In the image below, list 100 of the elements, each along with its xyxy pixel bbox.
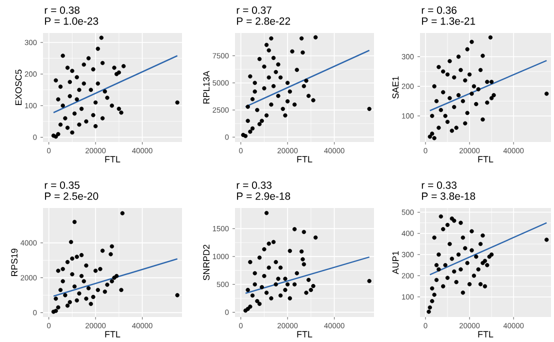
point	[264, 113, 269, 118]
point	[430, 299, 434, 304]
point	[292, 102, 297, 107]
point	[276, 94, 280, 98]
point	[74, 254, 79, 259]
point	[70, 68, 74, 74]
point	[77, 88, 82, 92]
point	[86, 286, 91, 290]
point	[467, 282, 472, 286]
y-axis-title: SAE1	[392, 76, 399, 99]
point	[448, 242, 452, 246]
point	[452, 104, 456, 110]
point	[110, 104, 114, 108]
point	[438, 108, 444, 112]
point	[255, 299, 260, 304]
point	[108, 252, 113, 256]
point	[91, 113, 96, 118]
point	[428, 134, 432, 139]
point	[445, 72, 450, 77]
point	[269, 102, 274, 107]
point	[299, 249, 304, 254]
point	[175, 100, 180, 105]
point	[463, 121, 468, 126]
x-axis-title: FTL	[105, 331, 120, 338]
point	[252, 271, 257, 276]
point	[56, 97, 60, 102]
point	[283, 113, 288, 118]
point	[278, 293, 283, 298]
point	[65, 126, 70, 130]
point	[460, 290, 466, 295]
point	[63, 116, 68, 120]
chart-subtitle: P = 2.9e-18	[237, 192, 290, 200]
chart-title: r = 0.33	[422, 181, 457, 189]
point	[283, 276, 288, 281]
point	[283, 288, 288, 292]
point	[260, 118, 264, 123]
point	[257, 56, 262, 62]
point	[58, 84, 63, 89]
x-axis-title: FTL	[478, 331, 494, 338]
point	[54, 296, 58, 301]
point	[58, 122, 63, 127]
point	[311, 284, 316, 288]
y-axis-title: RPS19	[11, 248, 18, 276]
point	[480, 233, 485, 238]
point	[243, 134, 248, 138]
point	[60, 279, 65, 284]
point	[467, 72, 472, 77]
point	[432, 84, 436, 88]
point	[266, 75, 271, 80]
point	[448, 96, 452, 100]
point	[441, 227, 446, 232]
point	[84, 119, 88, 124]
point	[278, 266, 283, 270]
point	[311, 98, 316, 102]
point	[72, 111, 77, 116]
x-axis-title: FTL	[297, 331, 312, 338]
point	[288, 296, 292, 300]
point	[480, 117, 485, 122]
point	[266, 266, 271, 270]
point	[68, 240, 74, 244]
point	[436, 64, 441, 70]
x-axis-title: FTL	[297, 156, 312, 162]
point	[264, 210, 269, 216]
point	[300, 257, 305, 262]
point	[430, 286, 434, 291]
point	[302, 84, 306, 88]
point	[452, 269, 456, 274]
point	[114, 72, 119, 76]
point	[102, 290, 108, 294]
point	[93, 124, 98, 128]
point	[252, 282, 257, 286]
point	[271, 56, 276, 60]
chart-title: r = 0.37	[236, 6, 272, 14]
point	[119, 288, 124, 292]
point	[100, 60, 105, 66]
chart-subtitle: P = 1.0e-23	[45, 17, 98, 25]
point	[262, 64, 266, 69]
point	[56, 132, 60, 136]
point	[470, 229, 474, 234]
point	[93, 268, 98, 273]
point	[478, 68, 483, 72]
point	[105, 282, 110, 287]
point	[60, 54, 65, 58]
point	[65, 260, 70, 264]
point	[252, 89, 257, 94]
point	[60, 104, 65, 108]
point	[271, 84, 276, 88]
point	[102, 89, 108, 94]
chart-subtitle: P = 1.3e-21	[422, 17, 476, 25]
point	[77, 122, 82, 127]
point	[79, 274, 84, 278]
point	[460, 99, 466, 104]
point	[276, 62, 280, 67]
x-axis-title: FTL	[478, 156, 494, 162]
point	[280, 106, 285, 112]
point	[452, 75, 456, 80]
point	[262, 86, 266, 90]
point	[82, 279, 86, 284]
point	[489, 80, 494, 84]
point	[485, 80, 490, 84]
